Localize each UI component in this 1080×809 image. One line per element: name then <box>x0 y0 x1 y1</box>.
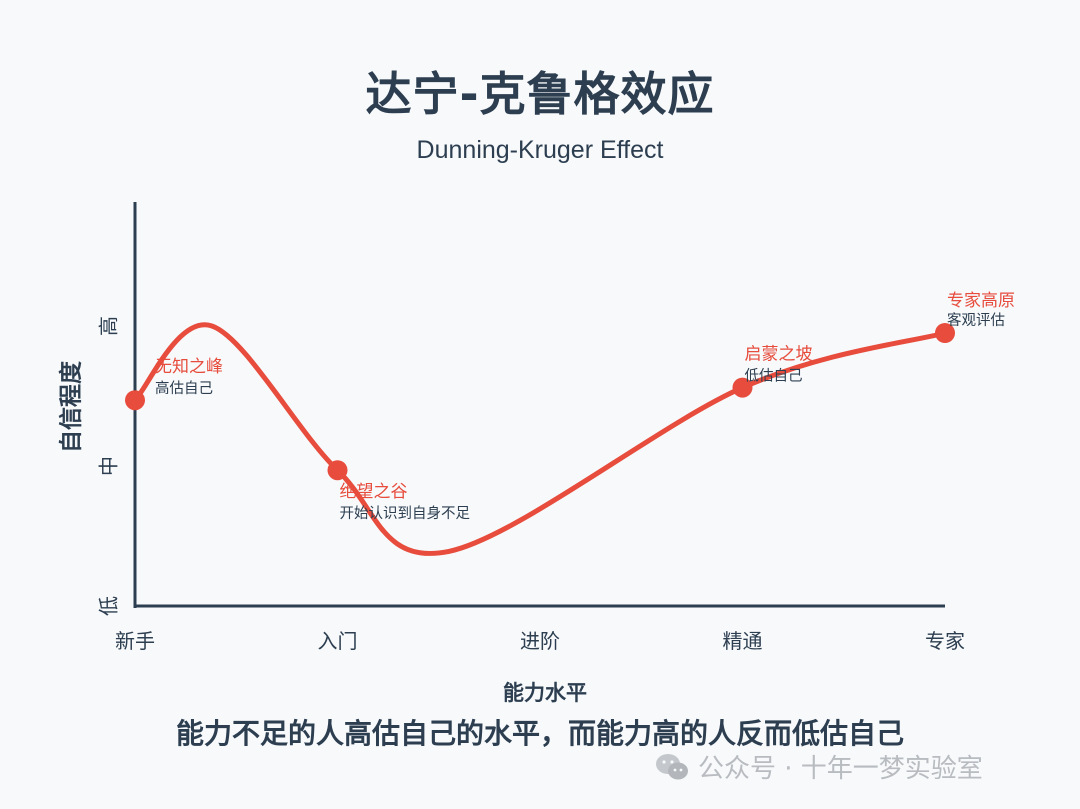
annotation-sublabel: 开始认识到自身不足 <box>340 505 471 522</box>
chart-subtitle: Dunning-Kruger Effect <box>416 136 664 164</box>
annotation-sublabel: 客观评估 <box>947 312 1005 329</box>
annotation-label: 专家高原 <box>947 291 1015 311</box>
annotation-label: 绝望之谷 <box>340 482 408 502</box>
x-tick-label: 新手 <box>115 629 155 653</box>
chart-title: 达宁-克鲁格效应 <box>365 67 715 121</box>
chart-caption: 能力不足的人高估自己的水平，而能力高的人反而低估自己 <box>175 717 904 750</box>
annotation-point <box>327 460 348 481</box>
y-axis-label: 自信程度 <box>58 360 85 453</box>
annotation-point <box>732 377 753 398</box>
annotation-point <box>125 390 145 411</box>
wechat-icon <box>656 753 688 779</box>
annotation-point <box>935 323 955 343</box>
x-axis-label: 能力水平 <box>503 681 587 705</box>
x-tick-label: 精通 <box>723 629 763 653</box>
annotation-sublabel: 高估自己 <box>155 380 213 397</box>
annotation-sublabel: 低估自己 <box>745 368 803 385</box>
watermark: 公众号 · 十年一梦实验室 <box>654 748 983 785</box>
y-tick-label: 低 <box>97 596 121 616</box>
confidence-curve <box>132 322 948 556</box>
x-tick-label: 入门 <box>318 629 358 653</box>
curve-layer <box>132 322 948 556</box>
watermark-text: 公众号 · 十年一梦实验室 <box>698 754 983 784</box>
y-tick-label: 中 <box>97 456 121 476</box>
x-tick-label: 进阶 <box>520 629 560 653</box>
y-tick-label: 高 <box>97 316 121 336</box>
x-tick-label: 专家 <box>925 629 965 653</box>
annotation-label: 启蒙之坡 <box>745 345 813 365</box>
annotation-label: 无知之峰 <box>155 357 223 377</box>
